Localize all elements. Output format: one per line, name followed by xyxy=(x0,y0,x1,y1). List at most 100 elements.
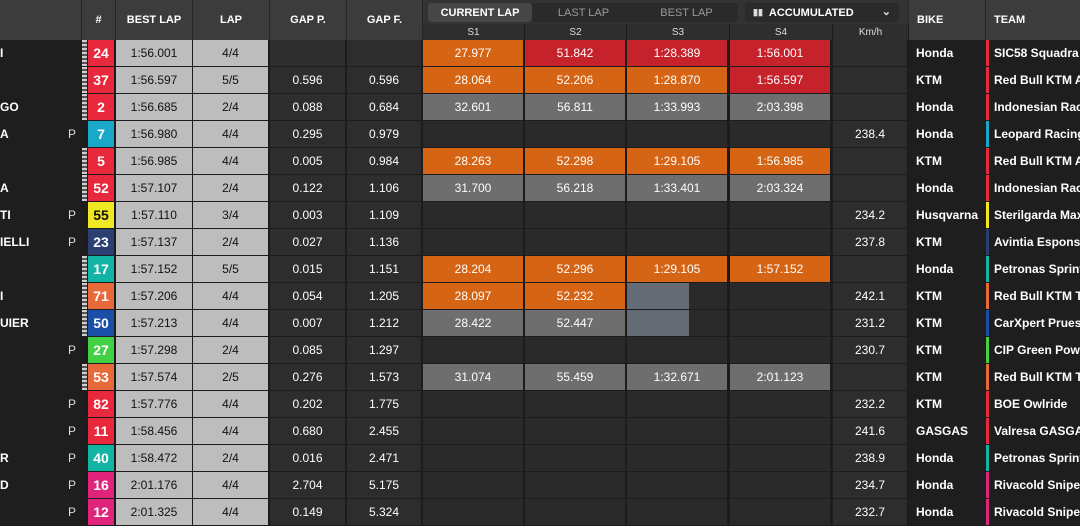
gap-first: 1.106 xyxy=(347,175,421,201)
pit-indicator xyxy=(62,148,82,174)
rider-name[interactable]: UIER xyxy=(0,310,82,336)
table-row[interactable]: TI P 55 1:57.110 3/4 0.003 1.109 234.2 Husqvarna… xyxy=(0,202,1080,229)
view-mode-select[interactable]: ▮▮ ACCUMULATED ⌄ xyxy=(745,3,899,22)
lap-count: 4/4 xyxy=(193,40,268,66)
gap-previous: 0.016 xyxy=(270,445,345,471)
speed-kmh xyxy=(833,175,907,201)
gap-previous: 0.005 xyxy=(270,148,345,174)
gap-previous: 2.704 xyxy=(270,472,345,498)
sector-4-time: 2:01.123 xyxy=(730,364,830,390)
table-row[interactable]: P 11 1:58.456 4/4 0.680 2.455 241.6 GASGAS Valre… xyxy=(0,418,1080,445)
team-color-strip xyxy=(986,283,989,309)
bike-brand: KTM xyxy=(909,148,986,174)
rider-number: 16 xyxy=(88,472,114,498)
rider-name[interactable]: TI xyxy=(0,202,82,228)
gap-first: 1.136 xyxy=(347,229,421,255)
rider-name[interactable]: I xyxy=(0,40,82,66)
rider-name[interactable] xyxy=(0,67,82,93)
best-lap-time: 1:58.472 xyxy=(116,445,192,471)
rider-name[interactable]: IELLI xyxy=(0,229,82,255)
bike-col-header[interactable]: BIKE xyxy=(909,0,986,40)
sector-4-time xyxy=(730,445,830,471)
tab-best-lap[interactable]: BEST LAP xyxy=(660,6,713,19)
team-color-strip xyxy=(986,310,989,336)
table-row[interactable]: P 82 1:57.776 4/4 0.202 1.775 232.2 KTM BOE Owlr… xyxy=(0,391,1080,418)
gap-previous: 0.122 xyxy=(270,175,345,201)
table-row[interactable]: D P 16 2:01.176 4/4 2.704 5.175 234.7 Honda Rivac… xyxy=(0,472,1080,499)
table-row[interactable]: IELLI P 23 1:57.137 2/4 0.027 1.136 237.8 KTM Avi… xyxy=(0,229,1080,256)
gap-first: 0.984 xyxy=(347,148,421,174)
sector-3-time: 1:29.105 xyxy=(627,148,727,174)
rider-name[interactable]: R xyxy=(0,445,82,471)
rider-name[interactable]: A xyxy=(0,121,82,147)
gap-previous: 0.027 xyxy=(270,229,345,255)
bike-brand: KTM xyxy=(909,283,986,309)
team-col-header[interactable]: TEAM xyxy=(986,0,1080,40)
gap-previous: 0.295 xyxy=(270,121,345,147)
lap-count: 4/4 xyxy=(193,472,268,498)
sector-header-s2: S2 xyxy=(525,24,627,40)
rider-number: 40 xyxy=(88,445,114,471)
table-row[interactable]: 37 1:56.597 5/5 0.596 0.596 28.064 52.206 1:28.… xyxy=(0,67,1080,94)
team-color-strip xyxy=(986,391,989,417)
table-row[interactable]: P 27 1:57.298 2/4 0.085 1.297 230.7 KTM CIP Gree… xyxy=(0,337,1080,364)
team-name: Petronas Sprint xyxy=(990,256,1080,282)
rider-name[interactable]: A xyxy=(0,175,82,201)
sector-1-time: 28.064 xyxy=(423,67,523,93)
lap-count: 4/4 xyxy=(193,121,268,147)
sector-4-time: 2:03.324 xyxy=(730,175,830,201)
team-name: Red Bull KTM A xyxy=(990,148,1080,174)
table-row[interactable]: I 24 1:56.001 4/4 27.977 51.842 1:28.389 1:56.0… xyxy=(0,40,1080,67)
rider-name[interactable] xyxy=(0,418,82,444)
rider-name[interactable]: D xyxy=(0,472,82,498)
best-lap-col-header[interactable]: BEST LAP xyxy=(116,0,193,40)
table-row[interactable]: R P 40 1:58.472 2/4 0.016 2.471 238.9 Honda Petro… xyxy=(0,445,1080,472)
table-row[interactable]: 5 1:56.985 4/4 0.005 0.984 28.263 52.298 1:29.1… xyxy=(0,148,1080,175)
table-row[interactable]: P 12 2:01.325 4/4 0.149 5.324 232.7 Honda Rivaco… xyxy=(0,499,1080,526)
bike-brand: Honda xyxy=(909,472,986,498)
table-row[interactable]: A 52 1:57.107 2/4 0.122 1.106 31.700 56.218 1:33… xyxy=(0,175,1080,202)
team-name: Red Bull KTM A xyxy=(990,67,1080,93)
rider-number: 2 xyxy=(88,94,114,120)
table-row[interactable]: 53 1:57.574 2/5 0.276 1.573 31.074 55.459 1:32.… xyxy=(0,364,1080,391)
track-status-strip xyxy=(82,445,87,471)
best-lap-time: 1:57.137 xyxy=(116,229,192,255)
gap-f-col-header[interactable]: GAP F. xyxy=(347,0,423,40)
sector-1-time xyxy=(423,499,523,525)
rider-name[interactable]: I xyxy=(0,283,82,309)
sector-4-time xyxy=(730,391,830,417)
rider-name[interactable] xyxy=(0,256,82,282)
tab-last-lap[interactable]: LAST LAP xyxy=(557,6,610,19)
pit-indicator: P xyxy=(67,424,76,438)
rider-name[interactable] xyxy=(0,391,82,417)
table-row[interactable]: I 71 1:57.206 4/4 0.054 1.205 28.097 52.232 242.… xyxy=(0,283,1080,310)
lap-col-header[interactable]: LAP xyxy=(193,0,270,40)
team-color-strip xyxy=(986,94,989,120)
rider-name[interactable] xyxy=(0,364,82,390)
team-color-strip xyxy=(986,175,989,201)
table-row[interactable]: A P 7 1:56.980 4/4 0.295 0.979 238.4 Honda Leopar… xyxy=(0,121,1080,148)
table-row[interactable]: UIER 50 1:57.213 4/4 0.007 1.212 28.422 52.447 2… xyxy=(0,310,1080,337)
rider-name[interactable]: GO xyxy=(0,94,82,120)
tab-current-lap[interactable]: CURRENT LAP xyxy=(428,3,532,22)
pit-indicator: P xyxy=(67,235,76,249)
table-row[interactable]: 17 1:57.152 5/5 0.015 1.151 28.204 52.296 1:29.… xyxy=(0,256,1080,283)
rider-name[interactable] xyxy=(0,148,82,174)
sector-3-time xyxy=(627,283,727,309)
gap-p-col-header[interactable]: GAP P. xyxy=(270,0,347,40)
table-row[interactable]: GO 2 1:56.685 2/4 0.088 0.684 32.601 56.811 1:33… xyxy=(0,94,1080,121)
sector-2-time: 52.296 xyxy=(525,256,625,282)
team-color-strip xyxy=(986,121,989,147)
gap-previous: 0.054 xyxy=(270,283,345,309)
pit-indicator: P xyxy=(67,478,76,492)
rider-number: 23 xyxy=(88,229,114,255)
rider-name[interactable] xyxy=(0,499,82,525)
table-header: # BEST LAP LAP GAP P. GAP F. BIKE TEAM C… xyxy=(0,0,1080,40)
rider-name[interactable] xyxy=(0,337,82,363)
pit-indicator: P xyxy=(67,451,76,465)
sector-1-time: 31.700 xyxy=(423,175,523,201)
team-color-strip xyxy=(986,499,989,525)
pit-indicator xyxy=(62,364,82,390)
rider-number: 82 xyxy=(88,391,114,417)
rider-number: 7 xyxy=(88,121,114,147)
